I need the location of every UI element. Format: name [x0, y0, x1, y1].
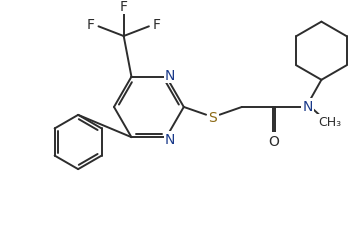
Text: N: N — [165, 68, 175, 82]
Text: F: F — [87, 18, 95, 32]
Text: F: F — [153, 18, 161, 32]
Text: N: N — [303, 100, 313, 113]
Text: N: N — [165, 133, 175, 146]
Text: CH₃: CH₃ — [319, 116, 342, 128]
Text: S: S — [209, 110, 217, 124]
Text: F: F — [120, 0, 128, 14]
Text: O: O — [268, 134, 279, 148]
